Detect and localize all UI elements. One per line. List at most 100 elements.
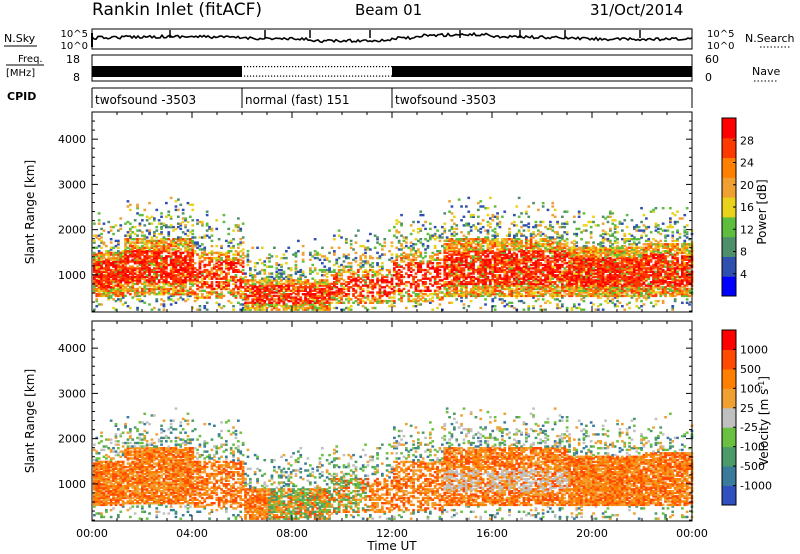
heatmap-cell (472, 238, 475, 241)
heatmap-cell (193, 250, 197, 253)
heatmap-cell (196, 293, 199, 296)
heatmap-cell (150, 244, 154, 248)
heatmap-cell (220, 251, 223, 255)
heatmap-cell (129, 289, 132, 292)
heatmap-cell (102, 260, 106, 263)
heatmap-cell (157, 281, 161, 284)
heatmap-cell (287, 274, 291, 277)
heatmap-cell (169, 282, 173, 286)
heatmap-cell (129, 222, 132, 225)
heatmap-cell (153, 287, 156, 291)
heatmap-cell (153, 262, 156, 265)
heatmap-cell (249, 272, 252, 275)
heatmap-cell (361, 287, 365, 291)
heatmap-cell (378, 268, 382, 272)
heatmap-cell (553, 246, 557, 249)
nsky-tick-top: 10^5 (61, 29, 88, 40)
heatmap-cell (126, 220, 130, 224)
heatmap-cell (232, 289, 235, 292)
heatmap-cell (232, 270, 235, 273)
heatmap-cell (241, 293, 245, 296)
heatmap-cell (174, 277, 178, 280)
heatmap-cell (395, 289, 399, 292)
heatmap-cell (345, 306, 348, 310)
heatmap-cell (102, 274, 106, 277)
heatmap-cell (177, 239, 180, 243)
heatmap-cell (141, 272, 144, 275)
heatmap-cell (95, 284, 99, 287)
heatmap-cell (105, 293, 108, 296)
heatmap-cell (234, 296, 238, 299)
heatmap-cell (441, 291, 444, 294)
heatmap-cell (95, 287, 99, 291)
heatmap-cell (491, 213, 495, 217)
heatmap-cell (522, 244, 526, 248)
heatmap-cell (105, 287, 108, 291)
heatmap-cell (138, 258, 142, 261)
heatmap-cell (162, 241, 166, 244)
heatmap-cell (217, 294, 221, 298)
heatmap-cell (513, 267, 516, 270)
heatmap-cell (229, 258, 233, 261)
heatmap-cell (417, 231, 420, 234)
heatmap-cell (275, 301, 279, 304)
heatmap-cell (179, 284, 183, 287)
heatmap-cell (405, 272, 408, 275)
heatmap-cell (143, 248, 147, 251)
heatmap-cell (155, 243, 159, 246)
heatmap-cell (136, 212, 139, 215)
heatmap-cell (95, 236, 99, 239)
heatmap-cell (349, 286, 353, 289)
heatmap-cell (565, 238, 569, 241)
heatmap-cell (121, 296, 125, 299)
freq-dot (385, 75, 387, 77)
heatmap-cell (424, 220, 427, 224)
heatmap-cell (558, 225, 562, 229)
heatmap-cell (165, 281, 168, 284)
heatmap-cell (112, 306, 115, 310)
heatmap-cell (371, 268, 375, 272)
heatmap-cell (184, 281, 187, 284)
heatmap-cell (148, 268, 151, 272)
heatmap-cell (133, 267, 137, 270)
heatmap-cell (121, 294, 125, 298)
heatmap-cell (381, 265, 384, 268)
heatmap-cell (417, 282, 420, 286)
heatmap-cell (97, 256, 101, 260)
heatmap-cell (141, 275, 144, 279)
heatmap-cell (335, 286, 339, 289)
heatmap-cell (126, 281, 130, 284)
heatmap-cell (376, 236, 379, 239)
heatmap-cell (162, 268, 166, 272)
heatmap-cell (138, 270, 142, 273)
heatmap-cell (179, 282, 183, 286)
heatmap-cell (155, 298, 159, 301)
nave-dot (385, 66, 387, 68)
heatmap-cell (225, 281, 228, 284)
heatmap-cell (227, 255, 231, 258)
heatmap-cell (210, 282, 214, 286)
heatmap-cell (263, 299, 267, 303)
heatmap-cell (510, 301, 514, 304)
heatmap-cell (174, 267, 178, 270)
nave-dot (265, 66, 267, 68)
heatmap-cell (117, 279, 120, 282)
heatmap-cell (364, 301, 367, 304)
heatmap-cell (193, 279, 197, 282)
heatmap-cell (201, 289, 204, 292)
heatmap-cell (189, 282, 192, 286)
nave-dot (274, 66, 276, 68)
heatmap-cell (119, 256, 123, 260)
heatmap-cell (131, 279, 135, 282)
heatmap-cell (222, 253, 226, 256)
heatmap-cell (479, 306, 483, 310)
heatmap-cell (333, 306, 336, 310)
heatmap-cell (342, 294, 346, 298)
heatmap-cell (556, 263, 559, 267)
heatmap-cell (321, 274, 324, 277)
heatmap-cell (174, 275, 178, 279)
heatmap-cell (186, 270, 190, 273)
heatmap-cell (467, 262, 471, 265)
heatmap-cell (145, 255, 149, 258)
heatmap-cell (117, 253, 120, 256)
